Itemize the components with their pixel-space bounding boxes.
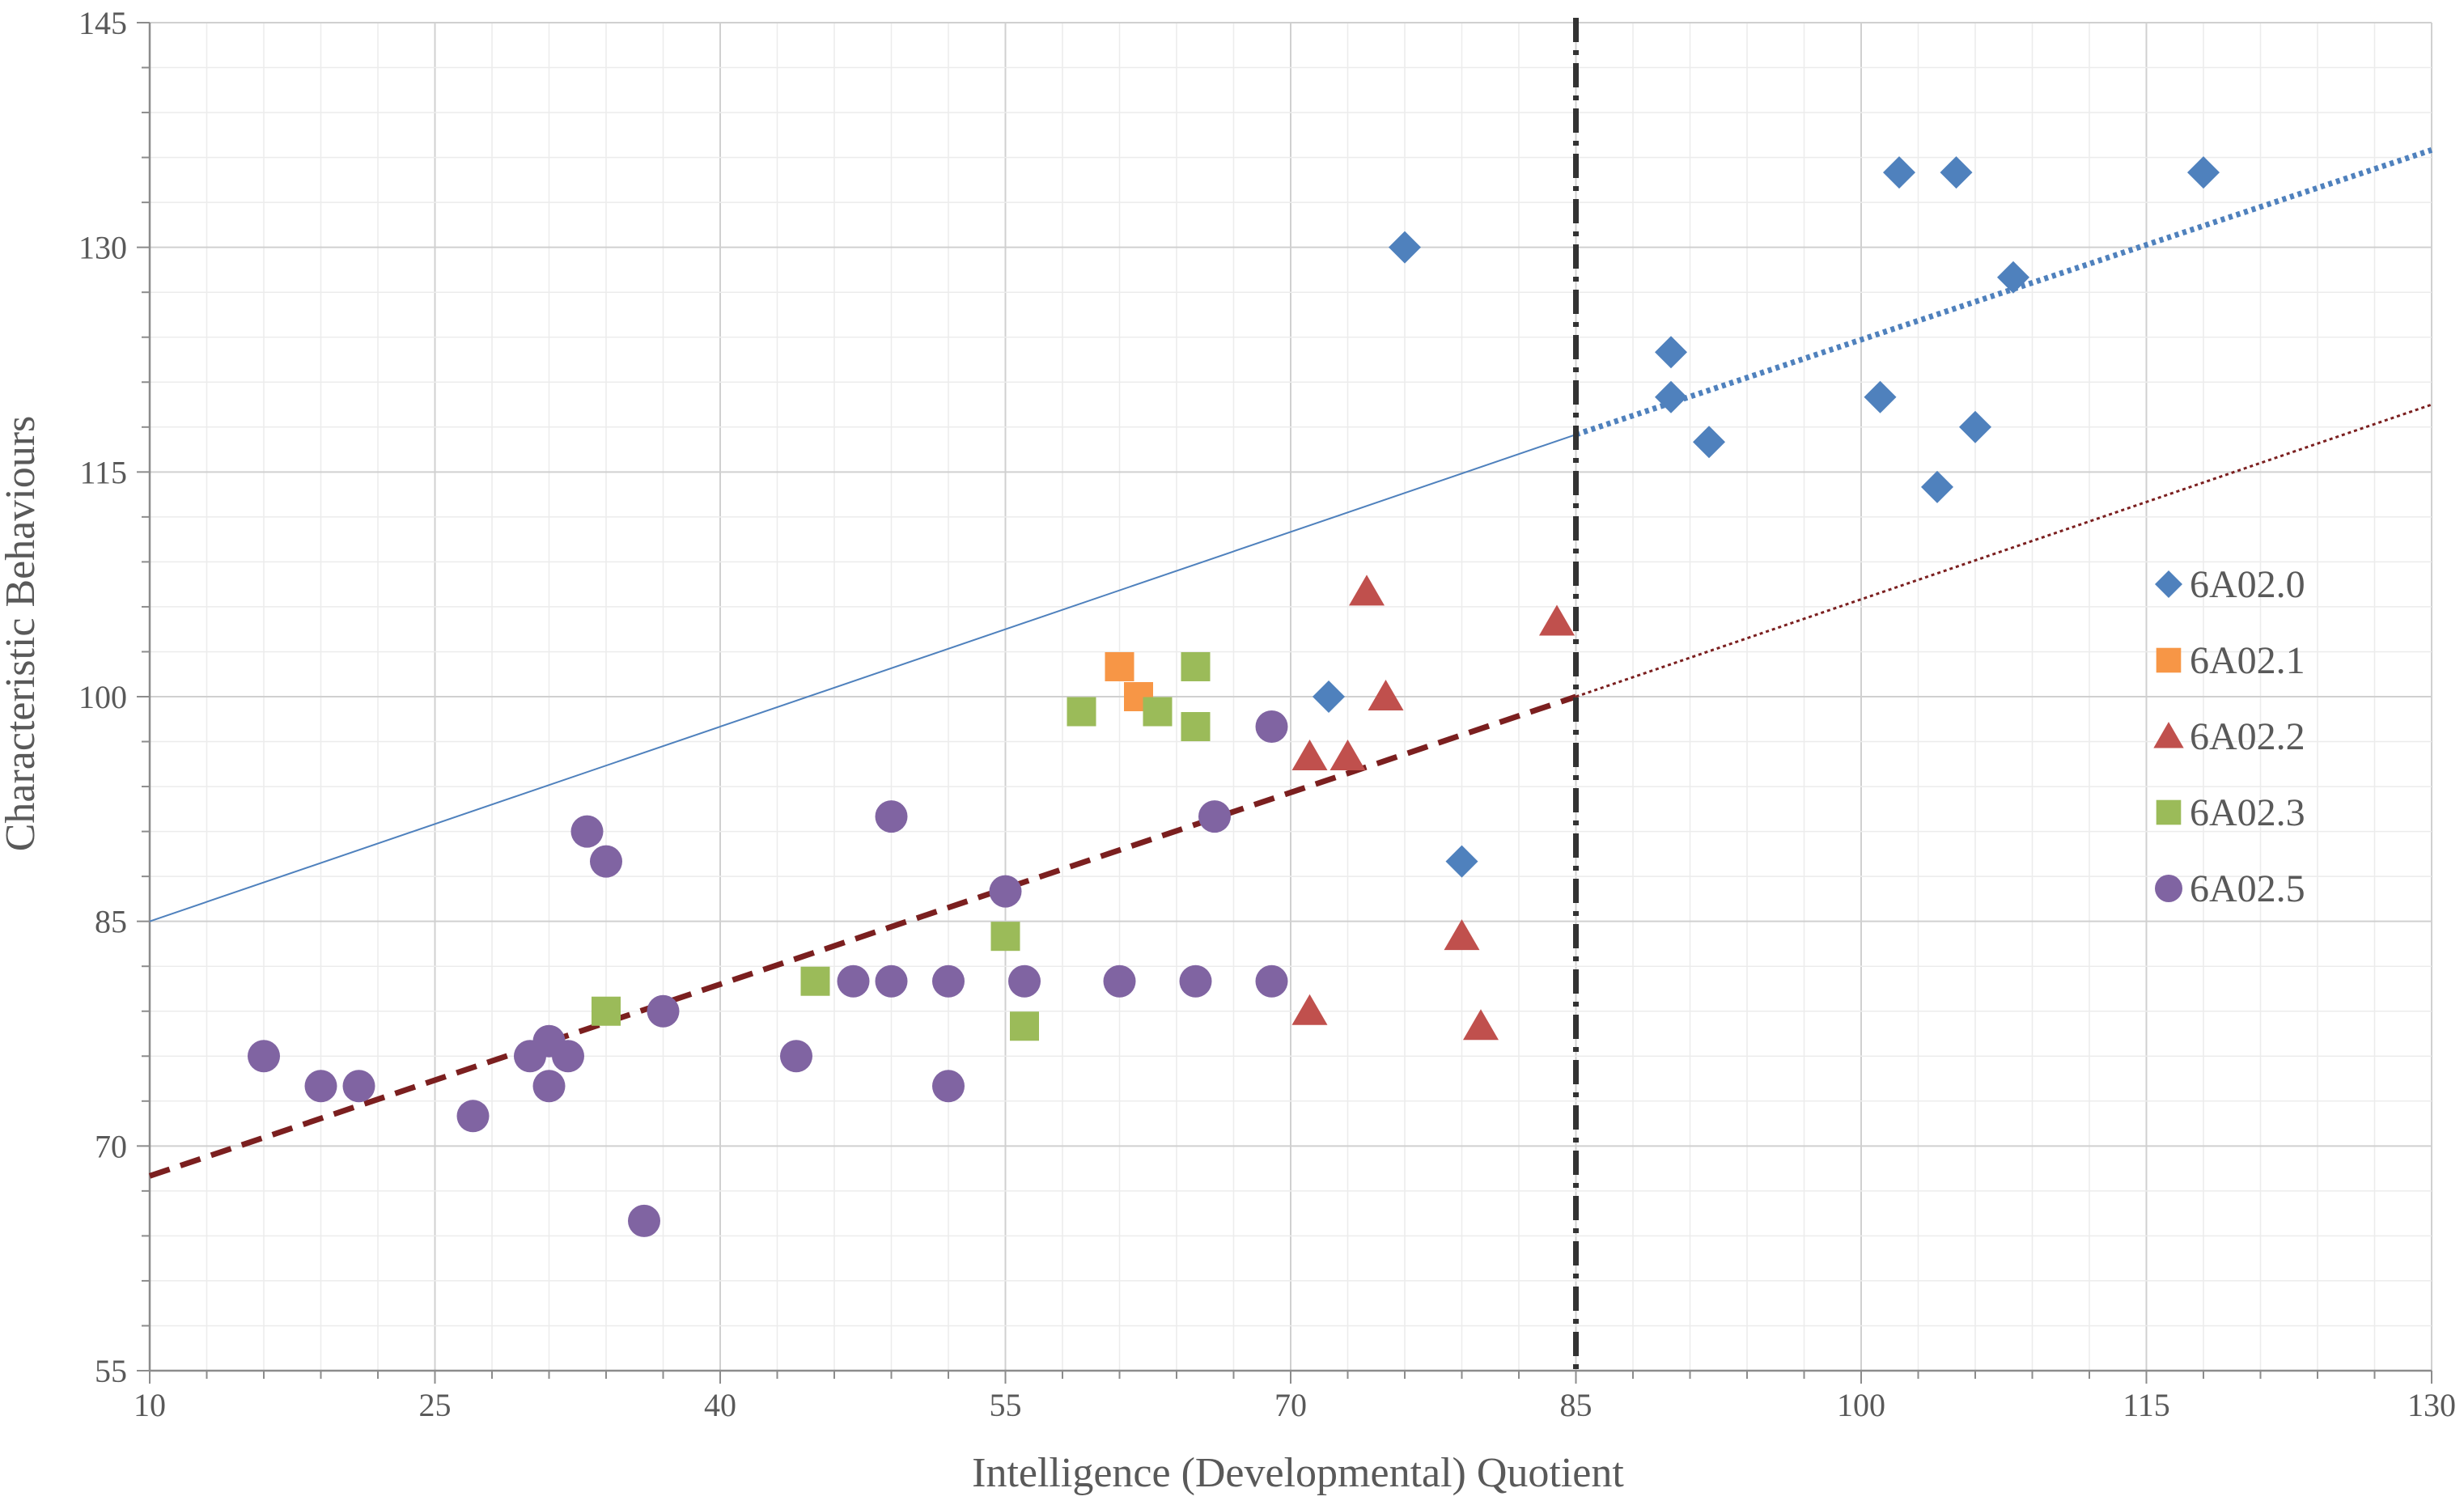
point-6A02-0 <box>1959 410 1991 443</box>
point-6A02-2 <box>1463 1009 1499 1041</box>
point-6A02-0 <box>1445 845 1478 878</box>
point-6A02-0 <box>1997 261 2029 294</box>
point-6A02-3 <box>1181 651 1211 681</box>
point-6A02-3 <box>1010 1011 1039 1041</box>
point-6A02-5 <box>304 1070 337 1103</box>
point-6A02-5 <box>1103 964 1136 998</box>
upper-line-solid <box>149 434 1576 922</box>
x-tick-label: 40 <box>704 1387 736 1423</box>
point-6A02-0 <box>1313 680 1345 713</box>
x-tick-label: 55 <box>990 1387 1022 1423</box>
x-axis-title: Intelligence (Developmental) Quotient <box>972 1450 1624 1496</box>
point-6A02-5 <box>989 875 1022 908</box>
point-6A02-2 <box>1330 740 1366 771</box>
point-6A02-2 <box>1444 919 1480 951</box>
point-6A02-0 <box>1655 336 1687 369</box>
point-6A02-5 <box>875 800 908 833</box>
point-6A02-0 <box>1864 380 1897 413</box>
point-6A02-5 <box>932 964 965 998</box>
lower-line-fine-dotted <box>1576 403 2432 698</box>
point-6A02-5 <box>456 1100 490 1133</box>
x-tick-label: 25 <box>419 1387 452 1423</box>
point-6A02-5 <box>1179 964 1212 998</box>
point-6A02-3 <box>800 966 830 996</box>
point-6A02-5 <box>1255 710 1288 744</box>
point-6A02-5 <box>932 1070 965 1103</box>
point-6A02-5 <box>1255 964 1288 998</box>
point-6A02-2 <box>1291 740 1328 771</box>
x-tick-label: 100 <box>1837 1387 1885 1423</box>
point-6A02-0 <box>1389 231 1421 264</box>
x-tick-label: 85 <box>1560 1387 1592 1423</box>
x-tick-label: 115 <box>2123 1387 2170 1423</box>
point-6A02-5 <box>532 1070 566 1103</box>
point-6A02-3 <box>1067 697 1096 727</box>
x-tick-label: 130 <box>2407 1387 2456 1423</box>
y-tick-label: 115 <box>79 454 127 490</box>
legend-marker-6A02-5 <box>2155 875 2182 902</box>
point-6A02-2 <box>1539 604 1575 636</box>
legend: 6A02.0 6A02.1 6A02.2 6A02.3 6A02.5 <box>2153 563 2305 910</box>
legend-marker-6A02-0 <box>2155 570 2182 598</box>
point-6A02-2 <box>1349 574 1385 606</box>
y-tick-label: 85 <box>95 904 127 940</box>
point-6A02-5 <box>248 1040 280 1073</box>
lower-line-dashed <box>148 693 1577 1179</box>
point-6A02-3 <box>1143 697 1173 727</box>
point-6A02-5 <box>342 1070 375 1103</box>
legend-marker-6A02-1 <box>2156 647 2182 673</box>
legend-label-6A02-1: 6A02.1 <box>2190 639 2305 682</box>
point-6A02-5 <box>570 815 604 848</box>
y-tick-label: 100 <box>78 679 127 715</box>
point-6A02-2 <box>1291 994 1328 1025</box>
y-axis-title: Characteristic Behaviours <box>0 416 44 852</box>
point-6A02-5 <box>837 964 870 998</box>
legend-label-6A02-2: 6A02.2 <box>2190 715 2305 758</box>
point-6A02-5 <box>1008 964 1041 998</box>
y-tick-label: 145 <box>78 5 127 41</box>
x-tick-label: 10 <box>134 1387 166 1423</box>
data-points <box>248 156 2220 1237</box>
legend-marker-6A02-2 <box>2153 722 2184 748</box>
point-6A02-0 <box>1693 426 1725 459</box>
y-tick-label: 70 <box>95 1128 127 1164</box>
legend-label-6A02-0: 6A02.0 <box>2190 563 2305 606</box>
x-tick-label: 70 <box>1274 1387 1307 1423</box>
point-6A02-3 <box>990 922 1020 952</box>
y-tick-label: 130 <box>78 230 127 266</box>
point-6A02-5 <box>1198 800 1231 833</box>
point-6A02-0 <box>1655 380 1687 413</box>
trend-lines <box>148 18 2433 1371</box>
legend-label-6A02-5: 6A02.5 <box>2190 867 2305 910</box>
point-6A02-3 <box>1181 712 1211 742</box>
legend-label-6A02-3: 6A02.3 <box>2190 791 2305 834</box>
point-6A02-5 <box>590 845 622 878</box>
point-6A02-5 <box>780 1040 812 1073</box>
axes: 10 25 40 55 70 85 100 115 130 145 130 115 100 85 70 55 <box>78 5 2456 1423</box>
legend-marker-6A02-3 <box>2156 799 2182 825</box>
gridlines <box>149 22 2432 1371</box>
point-6A02-1 <box>1105 651 1134 681</box>
point-6A02-0 <box>2187 156 2220 189</box>
y-tick-label: 55 <box>95 1353 127 1389</box>
point-6A02-5 <box>647 994 680 1028</box>
point-6A02-5 <box>875 964 908 998</box>
point-6A02-5 <box>628 1204 660 1237</box>
point-6A02-0 <box>1921 470 1953 503</box>
point-6A02-0 <box>1940 156 1973 189</box>
point-6A02-2 <box>1368 680 1404 710</box>
point-6A02-5 <box>552 1040 584 1073</box>
point-6A02-0 <box>1883 156 1915 189</box>
point-6A02-3 <box>592 996 621 1026</box>
